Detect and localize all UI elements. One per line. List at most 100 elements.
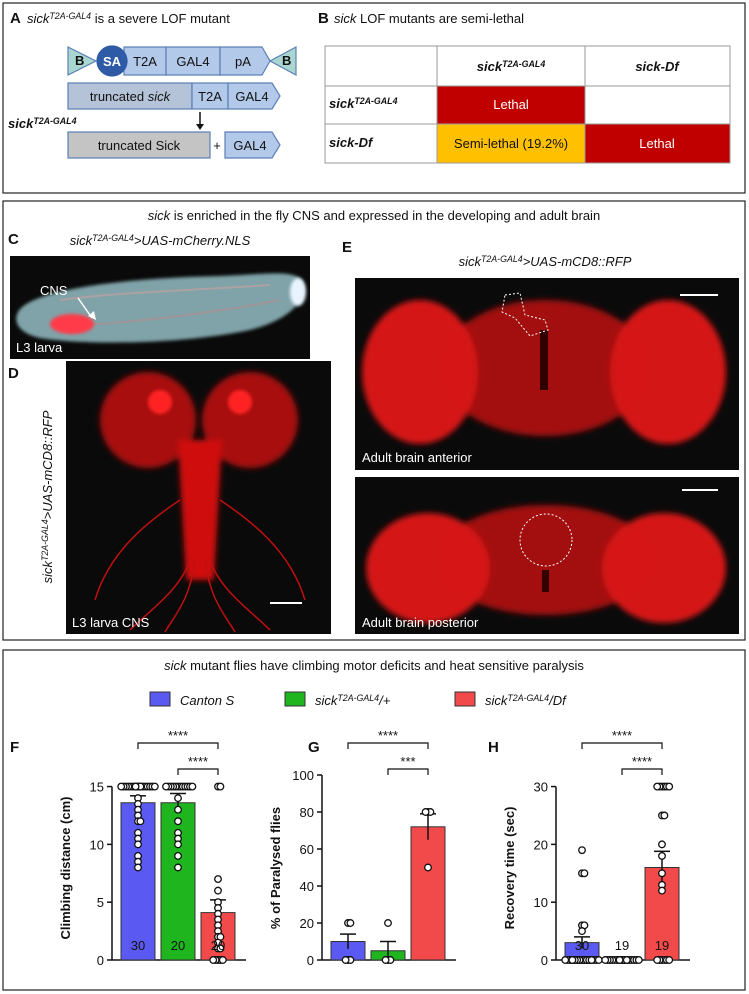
text-part: sick <box>148 89 172 104</box>
product: truncated Sick <box>98 138 181 153</box>
data-point <box>174 863 182 872</box>
y-tick-label: 40 <box>300 879 314 894</box>
data-point <box>660 811 669 820</box>
significance-bracket <box>621 768 663 775</box>
data-point <box>162 782 170 791</box>
y-axis-label: % of Paralysed flies <box>268 807 283 929</box>
significance-label: **** <box>168 728 188 743</box>
data-point <box>117 782 126 791</box>
panel-title: sick LOF mutants are semi-lethal <box>334 11 524 26</box>
significance-bracket <box>137 742 219 749</box>
data-point <box>134 840 142 849</box>
table-cell: Semi-lethal (19.2%) <box>454 136 568 151</box>
panel-letter: F <box>10 739 19 756</box>
y-tick-label: 10 <box>90 837 104 852</box>
text-part: sick <box>477 59 503 74</box>
text-part: sick <box>485 693 509 708</box>
data-point <box>381 956 390 964</box>
legend-label: sickT2A-GAL4/Df <box>485 693 567 708</box>
y-tick-label: 80 <box>300 805 314 820</box>
text-part: mutant flies have climbing motor deficit… <box>186 658 584 673</box>
image-label: L3 larva CNS <box>72 615 150 630</box>
n-label: 19 <box>615 938 629 953</box>
data-point <box>634 956 643 964</box>
text-part: >UAS-mCherry.NLS <box>134 233 251 248</box>
text-part: truncated <box>90 89 148 104</box>
text-part: sick <box>70 233 94 248</box>
data-point <box>174 805 182 814</box>
y-tick-label: 60 <box>300 842 314 857</box>
y-tick-label: 5 <box>97 895 104 910</box>
significance-label: **** <box>612 728 632 743</box>
superscript: T2A-GAL4 <box>502 59 545 69</box>
data-point <box>587 956 596 964</box>
panel-letter: G <box>308 739 320 756</box>
construct-part: B <box>282 53 291 68</box>
data-point <box>214 886 222 895</box>
text-part: sick <box>148 208 172 223</box>
text-part: sick <box>8 116 34 131</box>
transcript-part: T2A <box>198 89 222 104</box>
construct-part: B <box>75 53 84 68</box>
bar <box>120 802 156 961</box>
image-caption: sickT2A-GAL4>UAS-mCD8::RFP <box>40 410 55 583</box>
data-point <box>188 782 197 791</box>
significance-bracket <box>347 742 429 749</box>
allele-label: sickT2A-GAL4 <box>8 116 77 131</box>
construct-part: pA <box>235 54 251 69</box>
superscript: T2A-GAL4 <box>33 116 76 126</box>
legend-swatch <box>454 691 476 707</box>
y-axis-label: Climbing distance (cm) <box>58 796 73 939</box>
truncated-gene: truncated sick <box>90 89 172 104</box>
panel-letter: C <box>8 231 19 248</box>
image-label: L3 larva <box>16 340 63 355</box>
data-point <box>341 956 350 964</box>
text-part: /+ <box>378 693 391 708</box>
panel-letter: D <box>8 365 19 382</box>
n-label: 20 <box>211 938 225 953</box>
panel-letter: A <box>10 10 21 27</box>
significance-label: **** <box>378 728 398 743</box>
y-tick-label: 20 <box>534 837 548 852</box>
data-point <box>384 919 392 927</box>
panel-title: sickT2A-GAL4 is a severe LOF mutant <box>27 11 230 26</box>
data-point <box>134 863 142 872</box>
data-point <box>346 919 355 927</box>
text-part: sick <box>329 96 355 111</box>
construct-part: T2A <box>133 54 157 69</box>
data-point <box>580 869 589 878</box>
y-tick-label: 30 <box>534 780 548 795</box>
construct-diagram <box>67 45 297 159</box>
text-part: LOF mutants are semi-lethal <box>356 11 524 26</box>
data-point <box>615 956 624 964</box>
panel-frame <box>2 2 746 194</box>
cns-image <box>66 361 331 634</box>
y-tick-label: 20 <box>300 916 314 931</box>
data-point <box>214 875 222 884</box>
panel-letter: E <box>342 239 352 256</box>
data-point <box>665 956 674 964</box>
data-point <box>568 956 577 964</box>
data-point <box>658 851 666 860</box>
image-label: CNS <box>40 283 68 298</box>
data-point <box>216 782 225 791</box>
panel-frame <box>2 649 746 991</box>
superscript: T2A-GAL4 <box>481 254 523 264</box>
text-part: is a severe LOF mutant <box>91 11 230 26</box>
bar <box>160 802 196 961</box>
data-point <box>578 927 586 936</box>
column-header: sick-Df <box>635 59 680 74</box>
panel-title: sick mutant flies have climbing motor de… <box>164 658 584 673</box>
table-cell: Lethal <box>639 136 675 151</box>
text-part: sick <box>40 560 55 584</box>
legend-swatch <box>149 691 171 707</box>
data-point <box>174 817 182 826</box>
construct-part: SA <box>103 54 122 69</box>
legend-label: sickT2A-GAL4/+ <box>315 693 391 708</box>
y-tick-label: 0 <box>307 953 314 968</box>
image-caption: sickT2A-GAL4>UAS-mCD8::RFP <box>459 254 632 269</box>
text-part: sick <box>459 254 483 269</box>
